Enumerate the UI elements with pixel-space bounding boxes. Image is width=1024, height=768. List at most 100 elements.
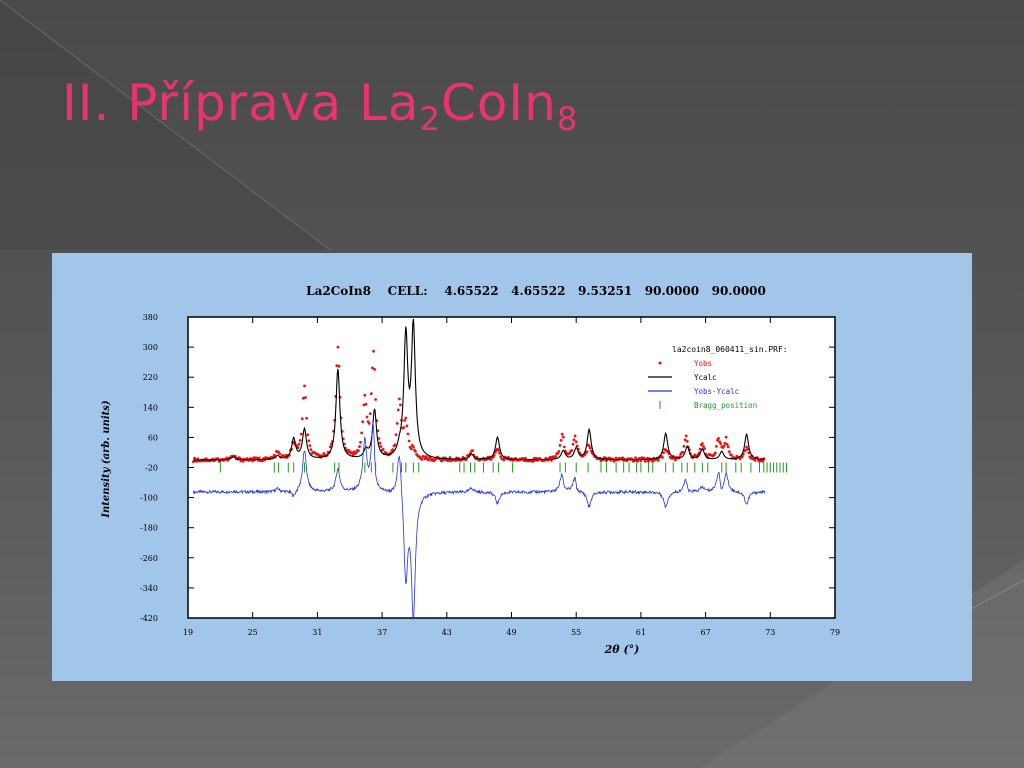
yobs-point bbox=[647, 459, 650, 463]
yobs-point bbox=[423, 457, 427, 461]
yobs-point bbox=[300, 417, 304, 421]
yobs-point bbox=[305, 416, 308, 420]
yobs-point bbox=[634, 456, 637, 460]
yobs-point bbox=[407, 439, 411, 443]
yobs-point bbox=[603, 456, 607, 460]
yobs-point bbox=[464, 458, 468, 462]
ycalc-line bbox=[193, 318, 766, 461]
yobs-point bbox=[398, 397, 401, 401]
legend: la2coin8_060411_sin.PRF: Yobs Ycalc Yobs-Y… bbox=[648, 345, 788, 410]
yobs-point bbox=[328, 445, 332, 449]
legend-label: Yobs bbox=[694, 359, 712, 368]
yobs-point bbox=[560, 432, 564, 436]
y-axis-label: Intensity (arb. units) bbox=[101, 400, 112, 519]
yobs-point bbox=[427, 458, 430, 462]
yobs-point bbox=[369, 392, 373, 395]
yobs-point bbox=[715, 445, 718, 448]
bragg-positions bbox=[219, 462, 787, 473]
y-tick-label: -180 bbox=[140, 524, 158, 533]
yobs-point bbox=[701, 442, 704, 445]
x-tick-label: 49 bbox=[506, 628, 516, 637]
yobs-point bbox=[303, 384, 306, 388]
yobs-point bbox=[409, 447, 413, 451]
difference-line bbox=[193, 422, 766, 620]
yobs-point bbox=[497, 449, 500, 452]
yobs-point bbox=[621, 456, 624, 460]
yobs-point bbox=[307, 439, 311, 443]
yobs-point bbox=[350, 451, 354, 454]
yobs-point bbox=[394, 433, 398, 437]
yobs-point bbox=[745, 445, 748, 449]
yobs-point bbox=[255, 456, 259, 460]
yobs-point bbox=[406, 432, 410, 436]
yobs-point bbox=[656, 459, 660, 462]
yobs-point bbox=[559, 439, 563, 442]
yobs-point bbox=[379, 445, 383, 448]
yobs-point bbox=[575, 444, 579, 448]
yobs-point bbox=[395, 422, 399, 425]
x-tick-label: 25 bbox=[248, 628, 258, 637]
yobs-point bbox=[371, 366, 374, 370]
chart-title: La2CoIn8 CELL: 4.65522 4.65522 9.53251 9… bbox=[306, 284, 766, 298]
x-tick-label: 55 bbox=[571, 628, 581, 637]
plot-area bbox=[187, 316, 836, 619]
yobs-point bbox=[195, 460, 199, 463]
yobs-point bbox=[296, 446, 300, 449]
yobs-point bbox=[306, 433, 310, 437]
x-tick-label: 43 bbox=[442, 628, 452, 637]
yobs-point bbox=[561, 435, 565, 439]
yobs-point bbox=[661, 456, 664, 459]
yobs-point bbox=[703, 447, 706, 451]
x-tick-label: 31 bbox=[312, 628, 322, 637]
yobs-point bbox=[531, 460, 535, 463]
x-axis-label: 2θ (°) bbox=[604, 643, 640, 656]
yobs-point bbox=[636, 459, 640, 463]
yobs-point bbox=[399, 403, 402, 407]
yobs-point bbox=[368, 412, 372, 415]
yobs-point bbox=[562, 445, 566, 449]
chart-panel: La2CoIn8 CELL: 4.65522 4.65522 9.53251 9… bbox=[52, 253, 972, 681]
yobs-point bbox=[361, 420, 365, 424]
title-main: II. Příprava La bbox=[62, 74, 420, 132]
yobs-point bbox=[337, 364, 341, 368]
yobs-point bbox=[393, 443, 397, 447]
yobs-point bbox=[336, 345, 340, 349]
yobs-point bbox=[357, 449, 360, 453]
yobs-point bbox=[308, 444, 312, 447]
yobs-point bbox=[489, 458, 493, 461]
yobs-point bbox=[587, 444, 591, 448]
legend-yobs-marker bbox=[658, 361, 662, 365]
yobs-point bbox=[502, 458, 506, 462]
yobs-point bbox=[278, 452, 282, 456]
yobs-point bbox=[726, 445, 730, 449]
yobs-point bbox=[498, 451, 501, 455]
yobs-point bbox=[362, 403, 366, 407]
y-tick-label: 380 bbox=[143, 313, 158, 322]
diffraction-chart: La2CoIn8 CELL: 4.65522 4.65522 9.53251 9… bbox=[101, 284, 840, 656]
yobs-point bbox=[572, 438, 576, 442]
yobs-point bbox=[753, 459, 757, 462]
yobs-point bbox=[499, 455, 503, 458]
yobs-point bbox=[377, 437, 381, 440]
y-tick-label: -420 bbox=[140, 614, 158, 623]
yobs-point bbox=[299, 432, 303, 436]
yobs-point bbox=[534, 456, 538, 460]
x-tick-label: 61 bbox=[636, 628, 646, 637]
yobs-point bbox=[713, 451, 717, 455]
yobs-point bbox=[723, 441, 727, 445]
yobs-point bbox=[365, 415, 369, 419]
yobs-point bbox=[441, 458, 444, 462]
yobs-point bbox=[725, 442, 729, 446]
yobs-point bbox=[448, 456, 452, 459]
x-tick-label: 37 bbox=[377, 628, 387, 637]
title-subscript-2: 2 bbox=[419, 100, 441, 138]
yobs-point bbox=[359, 440, 362, 444]
yobs-point bbox=[374, 398, 377, 401]
legend-title: la2coin8_060411_sin.PRF: bbox=[672, 345, 788, 354]
yobs-point bbox=[422, 455, 426, 458]
y-tick-label: -260 bbox=[140, 554, 158, 563]
yobs-point bbox=[571, 442, 575, 446]
yobs-point bbox=[335, 364, 339, 367]
yobs-point bbox=[722, 444, 726, 448]
yobs-point bbox=[589, 449, 593, 453]
